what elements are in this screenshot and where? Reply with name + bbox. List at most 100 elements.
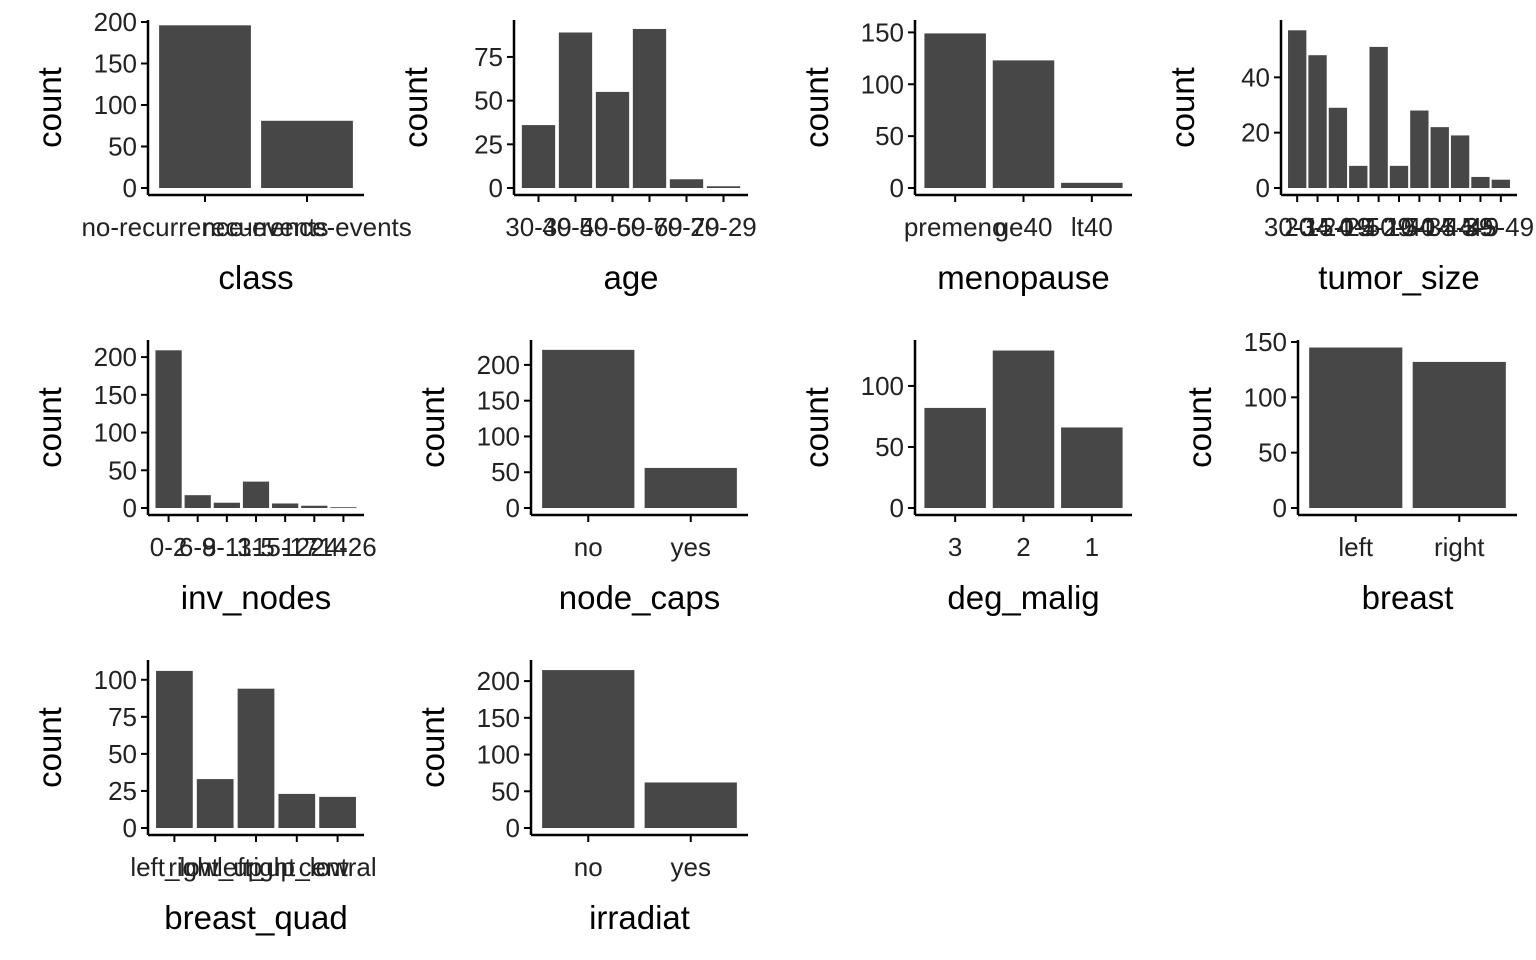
x-tick-label: 24-26 bbox=[310, 532, 377, 562]
x-axis-title: breast_quad bbox=[164, 899, 347, 936]
bar-class-recurrence-events bbox=[261, 120, 353, 188]
bar-age-40-49 bbox=[558, 32, 593, 189]
bar-class-no-recurrence-events bbox=[159, 25, 251, 188]
x-tick-label: no bbox=[574, 532, 603, 562]
panel-tumor_size: 0 20 40 30-3420-2415-190-425-2950-5410-1440… bbox=[1164, 20, 1534, 296]
bar-deg_malig-1 bbox=[1061, 427, 1123, 508]
bar-inv_nodes-6-8 bbox=[184, 495, 211, 508]
y-tick-label: 0 bbox=[123, 813, 137, 843]
y-tick-label: 100 bbox=[94, 90, 137, 120]
bar-breast_quad-right_low bbox=[278, 793, 316, 828]
bar-tumor_size-50-54 bbox=[1389, 165, 1409, 188]
y-tick-label: 50 bbox=[108, 132, 137, 162]
bar-menopause-premeno bbox=[924, 33, 986, 188]
x-tick-label: 60-69 bbox=[616, 212, 683, 242]
x-axis-title: irradiat bbox=[589, 899, 690, 936]
x-tick-label: lt40 bbox=[1071, 212, 1113, 242]
y-axis-title: count bbox=[414, 387, 451, 468]
x-tick-label: yes bbox=[671, 532, 711, 562]
y-tick-label: 0 bbox=[123, 173, 137, 203]
y-tick-label: 75 bbox=[108, 702, 137, 732]
y-tick-label: 0 bbox=[890, 173, 904, 203]
y-tick-label: 50 bbox=[474, 86, 503, 116]
x-tick-label: 15-17 bbox=[252, 532, 319, 562]
x-tick-label: no bbox=[574, 852, 603, 882]
bar-tumor_size-25-29 bbox=[1369, 46, 1388, 189]
x-tick-label: premeno bbox=[904, 212, 1007, 242]
bar-inv_nodes-24-26 bbox=[330, 507, 357, 509]
y-tick-label: 0 bbox=[506, 493, 520, 523]
x-tick-label: 40-44 bbox=[1406, 212, 1473, 242]
y-tick-label: 100 bbox=[94, 665, 137, 695]
panel-class: 0 50 100 150 200 no-recurrence-eventsrecurren… bbox=[31, 7, 412, 296]
x-axis-title: deg_malig bbox=[947, 579, 1099, 616]
bar-tumor_size-10-14 bbox=[1410, 110, 1429, 188]
bar-tumor_size-20-24 bbox=[1308, 55, 1327, 189]
bar-breast_quad-central bbox=[319, 796, 356, 828]
y-axis-title: count bbox=[31, 67, 68, 148]
x-axis-title: node_caps bbox=[559, 579, 720, 616]
y-tick-label: 0 bbox=[489, 173, 503, 203]
x-tick-label: left_low bbox=[130, 852, 218, 882]
y-tick-label: 150 bbox=[94, 380, 137, 410]
x-tick-label: left bbox=[1338, 532, 1373, 562]
x-tick-label: 45-49 bbox=[1468, 212, 1535, 242]
y-tick-label: 100 bbox=[861, 371, 904, 401]
y-tick-label: 50 bbox=[491, 457, 520, 487]
y-axis-title: count bbox=[1164, 67, 1201, 148]
y-tick-label: 75 bbox=[474, 42, 503, 72]
bar-age-30-39 bbox=[521, 125, 556, 188]
y-tick-label: 150 bbox=[477, 386, 520, 416]
y-tick-label: 50 bbox=[875, 121, 904, 151]
bar-breast_quad-left_low bbox=[156, 670, 193, 828]
bar-age-70-79 bbox=[669, 179, 704, 188]
y-tick-label: 100 bbox=[1244, 382, 1287, 412]
bar-menopause-ge40 bbox=[992, 60, 1055, 189]
y-tick-label: 100 bbox=[477, 421, 520, 451]
y-axis-title: count bbox=[31, 707, 68, 788]
x-tick-label: central bbox=[299, 852, 377, 882]
bar-deg_malig-2 bbox=[992, 350, 1055, 508]
y-axis-title: count bbox=[1181, 387, 1218, 468]
bar-inv_nodes-12-14 bbox=[301, 505, 328, 508]
bar-tumor_size-5-9 bbox=[1471, 176, 1490, 188]
y-tick-label: 200 bbox=[94, 7, 137, 37]
x-tick-label: 50-59 bbox=[579, 212, 646, 242]
bar-node_caps-no bbox=[542, 349, 635, 508]
x-axis-title: age bbox=[603, 259, 658, 296]
bar-tumor_size-45-49 bbox=[1491, 179, 1510, 188]
bar-breast_quad-right_up bbox=[196, 779, 234, 828]
y-axis-title: count bbox=[414, 707, 451, 788]
y-tick-label: 0 bbox=[506, 813, 520, 843]
bar-breast-right bbox=[1412, 361, 1506, 508]
y-tick-label: 200 bbox=[477, 666, 520, 696]
bar-deg_malig-3 bbox=[924, 407, 986, 508]
y-axis-title: count bbox=[397, 67, 434, 148]
bar-inv_nodes-3-5 bbox=[242, 481, 270, 508]
bar-breast-left bbox=[1309, 347, 1403, 508]
y-tick-label: 150 bbox=[477, 703, 520, 733]
x-tick-label: 5-9 bbox=[1462, 212, 1500, 242]
bar-inv_nodes-0-2 bbox=[155, 350, 182, 508]
x-tick-label: 3-5 bbox=[237, 532, 275, 562]
x-tick-label: 15-19 bbox=[1305, 212, 1372, 242]
x-tick-label: 50-54 bbox=[1366, 212, 1433, 242]
x-tick-label: 30-39 bbox=[505, 212, 572, 242]
x-tick-label: 35-39 bbox=[1427, 212, 1494, 242]
x-tick-label: left_up bbox=[217, 852, 295, 882]
x-tick-label: 20-29 bbox=[690, 212, 757, 242]
y-tick-label: 0 bbox=[890, 493, 904, 523]
y-tick-label: 25 bbox=[474, 129, 503, 159]
x-tick-label: 0-2 bbox=[150, 532, 188, 562]
x-axis-title: inv_nodes bbox=[181, 579, 331, 616]
y-axis-title: count bbox=[31, 387, 68, 468]
y-tick-label: 20 bbox=[1241, 118, 1270, 148]
y-tick-label: 200 bbox=[94, 342, 137, 372]
bar-irradiat-no bbox=[542, 670, 635, 828]
y-tick-label: 0 bbox=[123, 493, 137, 523]
y-tick-label: 100 bbox=[477, 740, 520, 770]
x-axis-title: breast bbox=[1362, 579, 1454, 616]
y-tick-label: 50 bbox=[491, 776, 520, 806]
